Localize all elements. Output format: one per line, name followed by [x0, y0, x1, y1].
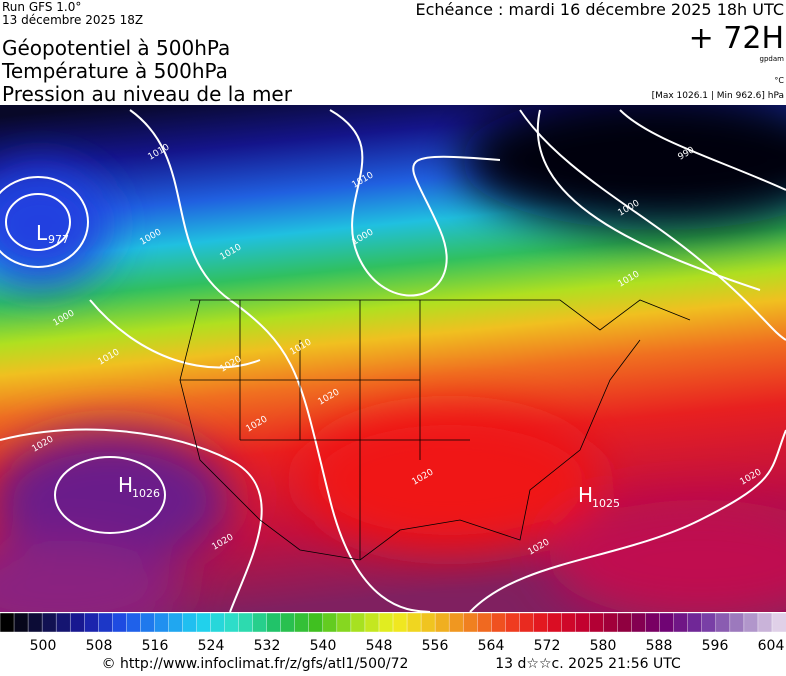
color-swatch: [308, 612, 324, 633]
color-swatch: [140, 612, 156, 633]
title-line: Géopotentiel à 500hPa: [2, 36, 230, 60]
color-swatch: [126, 612, 142, 633]
color-swatch: [210, 612, 226, 633]
color-swatch: [0, 612, 15, 633]
footer-url: © http://www.infoclimat.fr/z/gfs/atl1/50…: [102, 656, 409, 672]
colorbar-label: 516: [142, 638, 169, 654]
color-swatch: [645, 612, 661, 633]
color-swatch: [561, 612, 577, 633]
color-swatch: [27, 612, 43, 633]
color-swatch: [603, 612, 619, 633]
color-swatch: [182, 612, 198, 633]
color-swatch: [238, 612, 254, 633]
color-swatch: [196, 612, 212, 633]
high-letter: H: [578, 483, 593, 507]
lead-time: + 72H: [689, 21, 784, 56]
color-swatch: [224, 612, 240, 633]
header: Run GFS 1.0° 13 décembre 2025 18Z Géopot…: [1, 0, 784, 106]
colorbar-label: 508: [86, 638, 113, 654]
run-date: 13 décembre 2025 18Z: [2, 13, 143, 27]
colorbar-label: 540: [310, 638, 337, 654]
color-swatch: [252, 612, 268, 633]
colorbar-label: 564: [478, 638, 505, 654]
pressure-range: [Max 1026.1 | Min 962.6] hPa: [652, 91, 784, 101]
color-swatch: [673, 612, 689, 633]
low-letter: L: [36, 221, 48, 245]
colorbar-label: 556: [422, 638, 449, 654]
color-swatch: [364, 612, 380, 633]
color-swatch: [757, 612, 773, 633]
color-swatch: [491, 612, 506, 633]
color-swatch: [533, 612, 549, 633]
color-swatch: [547, 612, 563, 633]
low-value: 977: [48, 233, 69, 246]
color-swatch: [336, 612, 352, 633]
colorbar-label: 532: [254, 638, 281, 654]
colorbar-label: 572: [534, 638, 561, 654]
forecast: Echéance : mardi 16 décembre 2025 18h UT…: [415, 0, 784, 19]
color-swatch: [589, 612, 605, 633]
unit-temp: °C: [774, 76, 784, 85]
color-swatch: [84, 612, 99, 633]
color-swatch: [701, 612, 717, 633]
title-line: Température à 500hPa: [1, 59, 228, 83]
color-swatch: [729, 612, 745, 633]
color-swatch: [266, 612, 282, 633]
color-swatch: [505, 612, 521, 633]
unit-geo: gpdam: [760, 55, 785, 63]
title-line: Pression au niveau de la mer: [2, 82, 293, 106]
high-letter: H: [118, 473, 133, 497]
high-value: 1026: [132, 487, 160, 500]
color-swatch: [55, 612, 71, 633]
color-swatch: [462, 612, 478, 633]
color-swatch: [743, 612, 759, 633]
color-swatch: [98, 612, 113, 633]
color-swatch: [41, 612, 57, 633]
color-swatch: [659, 612, 675, 633]
color-swatch: [168, 612, 184, 633]
color-swatch: [448, 612, 464, 633]
color-swatch: [715, 612, 731, 633]
colorbar: 500 508 516 524 532 540 548 556 564 572 580 588 596 6…: [0, 612, 786, 654]
color-swatch: [112, 612, 128, 633]
map: [0, 105, 786, 612]
high-value: 1025: [592, 497, 620, 510]
color-swatch: [617, 612, 633, 633]
color-swatch: [280, 612, 296, 633]
color-swatch: [322, 612, 338, 633]
colorbar-label: 580: [590, 638, 617, 654]
footer-stamp: 13 d☆☆c. 2025 21:56 UTC: [495, 656, 681, 672]
color-swatch: [13, 612, 29, 633]
color-swatch: [69, 612, 85, 633]
colorbar-label: 548: [366, 638, 393, 654]
color-swatch: [519, 612, 535, 633]
color-swatch: [771, 612, 786, 633]
color-swatch: [631, 612, 647, 633]
color-swatch: [378, 612, 394, 633]
colorbar-label: 588: [646, 638, 673, 654]
color-swatch: [392, 612, 408, 633]
run: Run GFS 1.0°: [2, 0, 81, 14]
colorbar-label: 524: [198, 638, 225, 654]
color-swatch: [575, 612, 591, 633]
colorbar-label: 500: [30, 638, 57, 654]
color-swatch: [154, 612, 170, 633]
color-swatch: [687, 612, 703, 633]
color-swatch: [434, 612, 450, 633]
color-swatch: [350, 612, 366, 633]
color-swatch: [406, 612, 422, 633]
colorbar-label: 604: [758, 638, 785, 654]
color-swatch: [477, 612, 492, 633]
colorbar-label: 596: [702, 638, 729, 654]
color-swatch: [420, 612, 436, 633]
color-swatch: [294, 612, 310, 633]
